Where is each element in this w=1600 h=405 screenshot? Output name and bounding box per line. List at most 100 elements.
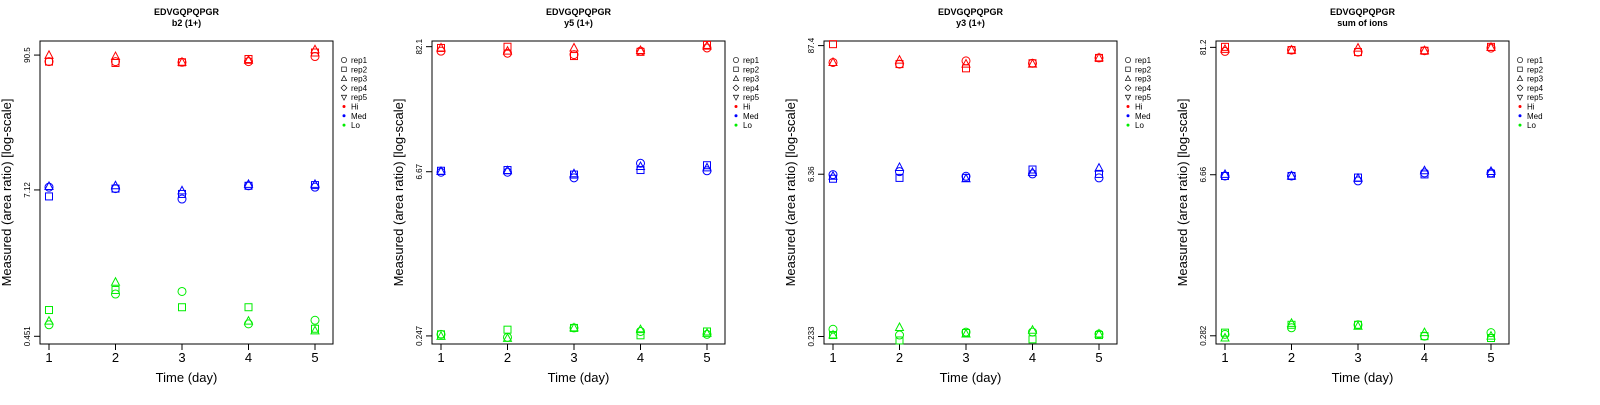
plot-frame	[431, 40, 726, 345]
data-point-lo-rep3	[569, 322, 579, 332]
data-point-lo-rep2	[111, 285, 120, 294]
x-tick-label: 5	[1095, 350, 1102, 365]
x-tick-label: 5	[703, 350, 710, 365]
data-point-med-rep3	[110, 180, 121, 190]
data-point-lo-rep1	[310, 315, 320, 325]
legend-label: Hi	[743, 103, 751, 112]
x-axis-label: Time (day)	[548, 370, 610, 385]
legend-dot-med	[1126, 114, 1130, 118]
data-point-med-rep3	[1353, 172, 1363, 182]
plot-frame	[823, 40, 1118, 345]
data-point-lo-rep3	[243, 315, 254, 325]
legend-label: rep2	[351, 65, 368, 74]
legend-dot-lo	[1518, 123, 1522, 127]
legend-symbol-rep2	[1125, 66, 1131, 72]
legend-dot-hi	[1126, 105, 1130, 108]
data-point-hi-rep3	[436, 42, 446, 52]
data-point-med-rep3	[569, 168, 579, 178]
legend-symbol-rep3	[340, 74, 348, 81]
x-tick-label: 2	[504, 350, 511, 365]
legend-label: Med	[743, 112, 759, 121]
data-point-lo-rep3	[635, 324, 646, 334]
data-point-lo-rep1	[177, 286, 187, 296]
data-point-lo-rep3	[436, 330, 446, 340]
data-point-hi-rep2	[503, 42, 512, 51]
y-tick-label: 0.282	[1199, 325, 1208, 346]
data-point-hi-rep1	[569, 50, 579, 60]
data-point-med-rep3	[243, 178, 254, 188]
data-point-med-rep3	[961, 173, 971, 183]
data-point-hi-rep2	[895, 60, 904, 69]
data-point-lo-rep3	[828, 329, 838, 339]
x-tick-label: 2	[896, 350, 903, 365]
data-point-hi-rep3	[1419, 45, 1430, 55]
data-point-med-rep2	[1095, 169, 1103, 178]
y-axis-label: Measured (area ratio) [log-scale]	[391, 99, 406, 287]
data-point-med-rep3	[177, 185, 187, 195]
data-point-hi-rep3	[243, 54, 254, 64]
chart-subtitle: sum of ions	[1337, 18, 1388, 28]
legend-label: Hi	[1135, 103, 1143, 112]
plot-frame	[1215, 40, 1510, 345]
data-point-lo-rep2	[636, 331, 645, 340]
chart-title: EDVGQPQPGR	[1330, 7, 1396, 17]
data-point-hi-rep3	[1286, 44, 1297, 54]
legend-label: Lo	[743, 121, 752, 130]
data-point-med-rep3	[1027, 166, 1038, 176]
legend-label: rep3	[1527, 75, 1544, 84]
data-point-lo-rep3	[310, 325, 320, 335]
y-axis-label: Measured (area ratio) [log-scale]	[1175, 99, 1190, 287]
legend-label: rep1	[1135, 56, 1152, 65]
plot-frame	[39, 40, 334, 345]
data-point-lo-rep2	[244, 303, 253, 312]
x-tick-label: 3	[1354, 350, 1361, 365]
legend-symbol-rep5	[340, 94, 348, 101]
data-point-med-rep3	[44, 180, 54, 190]
data-point-med-rep3	[436, 165, 446, 176]
legend-symbol-rep2	[733, 66, 739, 72]
x-tick-label: 1	[1221, 350, 1228, 365]
y-tick-label: 81.2	[1199, 39, 1208, 55]
legend-symbol-rep4	[340, 84, 348, 92]
data-point-lo-rep2	[311, 324, 319, 333]
data-point-med-rep2	[1420, 170, 1429, 179]
data-point-hi-rep2	[570, 52, 578, 61]
legend-label: rep5	[1135, 93, 1152, 102]
chart-title: EDVGQPQPGR	[154, 7, 220, 17]
y-tick-label: 0.233	[807, 326, 816, 347]
data-point-med-rep2	[45, 192, 53, 201]
y-tick-label: 6.36	[807, 166, 816, 182]
data-point-med-rep3	[702, 162, 712, 172]
legend-symbol-rep5	[1516, 94, 1524, 101]
data-point-med-rep1	[1028, 169, 1037, 179]
legend-label: rep3	[743, 75, 760, 84]
data-point-med-rep1	[44, 182, 54, 192]
data-point-med-rep2	[244, 181, 253, 190]
data-point-hi-rep3	[177, 56, 187, 66]
data-point-lo-rep3	[1419, 327, 1430, 337]
data-point-hi-rep2	[1354, 48, 1362, 57]
legend-symbol-rep3	[1516, 74, 1524, 81]
legend-label: rep1	[351, 56, 368, 65]
data-point-lo-rep3	[1486, 330, 1496, 340]
x-tick-label: 5	[311, 350, 318, 365]
legend-label: Lo	[1135, 121, 1144, 130]
data-point-lo-rep3	[110, 276, 121, 286]
data-point-hi-rep1	[961, 56, 971, 66]
x-tick-label: 4	[1029, 350, 1036, 365]
x-tick-label: 4	[1421, 350, 1428, 365]
data-point-lo-rep2	[503, 325, 512, 334]
data-point-med-rep3	[635, 160, 646, 171]
x-axis-label: Time (day)	[1332, 370, 1394, 385]
data-point-lo-rep3	[1286, 317, 1297, 327]
y-tick-label: 0.451	[23, 326, 32, 347]
data-point-hi-rep3	[828, 56, 838, 66]
data-point-lo-rep3	[961, 328, 971, 338]
data-point-med-rep3	[1220, 168, 1230, 178]
data-point-med-rep1	[636, 158, 645, 168]
legend-label: Med	[1527, 112, 1543, 121]
y-axis-label: Measured (area ratio) [log-scale]	[783, 99, 798, 287]
